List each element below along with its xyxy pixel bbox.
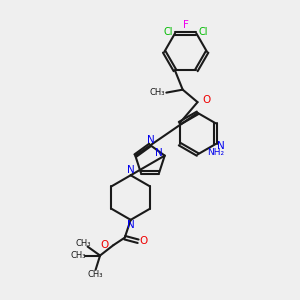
- Text: CH₃: CH₃: [71, 251, 86, 260]
- Text: N: N: [155, 148, 163, 158]
- Text: N: N: [128, 220, 135, 230]
- Text: N: N: [217, 140, 225, 151]
- Text: F: F: [183, 20, 189, 30]
- Text: O: O: [101, 239, 109, 250]
- Text: CH₃: CH₃: [88, 270, 103, 279]
- Text: N: N: [128, 165, 135, 175]
- Text: CH₃: CH₃: [149, 88, 165, 97]
- Text: NH₂: NH₂: [207, 148, 224, 157]
- Text: O: O: [202, 95, 211, 105]
- Text: N: N: [147, 135, 154, 145]
- Text: Cl: Cl: [164, 27, 173, 37]
- Text: Cl: Cl: [198, 27, 208, 37]
- Text: CH₃: CH₃: [76, 239, 91, 248]
- Text: O: O: [139, 236, 148, 246]
